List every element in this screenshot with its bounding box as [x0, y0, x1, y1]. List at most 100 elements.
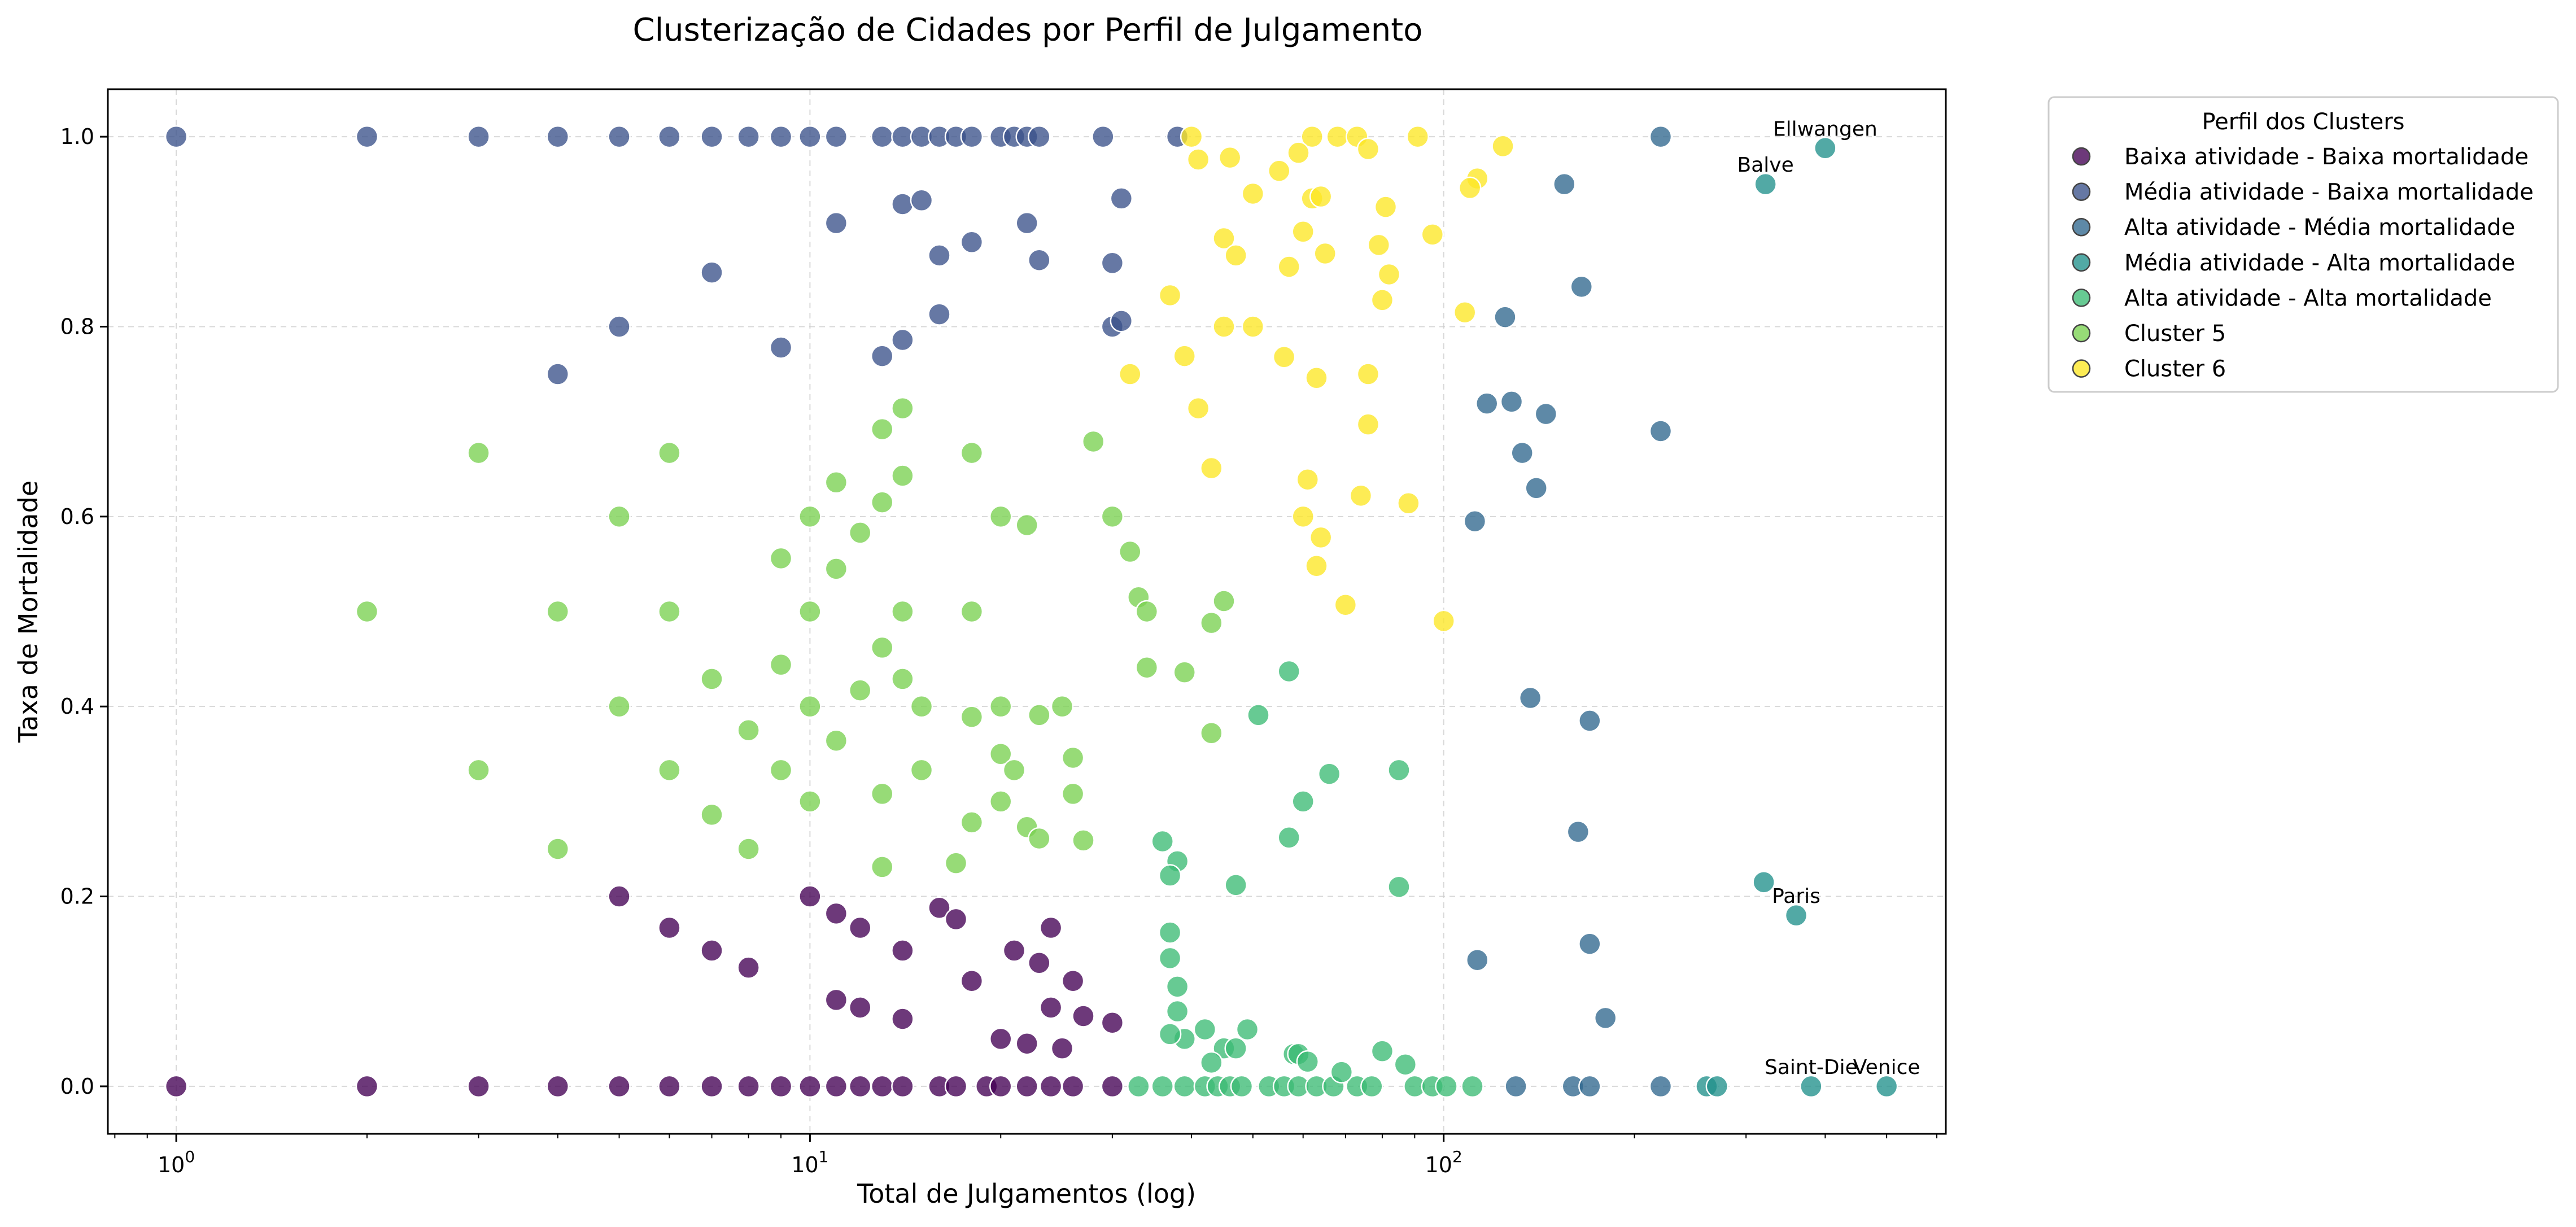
legend-entry: Cluster 5 — [2124, 321, 2226, 347]
scatter-point — [1566, 820, 1590, 844]
annotation-label: Balve — [1737, 154, 1794, 177]
scatter-point — [849, 521, 872, 544]
scatter-point — [1649, 1075, 1673, 1098]
legend-marker — [2072, 324, 2091, 343]
scatter-point — [1268, 159, 1291, 182]
legend-marker — [2072, 217, 2091, 237]
scatter-point — [1101, 251, 1124, 275]
scatter-point — [1277, 826, 1300, 849]
scatter-point — [1784, 903, 1808, 927]
scatter-point — [1002, 758, 1026, 782]
scatter-point — [546, 125, 570, 149]
scatter-point — [871, 855, 894, 879]
scatter-point — [1186, 396, 1210, 420]
scatter-point — [1296, 1050, 1320, 1073]
scatter-point — [798, 885, 822, 908]
scatter-point — [871, 491, 894, 514]
scatter-point — [1461, 1075, 1484, 1098]
scatter-point — [1432, 609, 1455, 633]
scatter-point — [1101, 1011, 1124, 1034]
scatter-point — [1212, 315, 1235, 338]
scatter-point — [1241, 315, 1265, 338]
scatter-point — [1435, 1075, 1458, 1098]
scatter-point — [1212, 226, 1235, 250]
scatter-point — [737, 125, 760, 149]
scatter-point — [1394, 1053, 1417, 1076]
scatter-point — [1814, 137, 1837, 160]
scatter-point — [989, 505, 1012, 529]
scatter-point — [798, 600, 822, 623]
scatter-point — [891, 667, 914, 691]
scatter-point — [1377, 263, 1401, 286]
scatter-point — [1360, 1075, 1383, 1098]
scatter-point — [960, 125, 984, 149]
scatter-point — [960, 230, 984, 254]
scatter-point — [1061, 782, 1085, 806]
scatter-point — [1110, 187, 1133, 210]
scatter-point — [1186, 148, 1210, 171]
scatter-point — [355, 600, 379, 623]
scatter-point — [1119, 363, 1142, 386]
scatter-point — [1158, 921, 1182, 944]
scatter-point — [1200, 456, 1223, 480]
scatter-point — [891, 328, 914, 352]
scatter-point — [944, 907, 968, 931]
scatter-point — [1387, 875, 1411, 898]
scatter-point — [824, 211, 848, 235]
scatter-point — [989, 743, 1012, 766]
x-tick-label: 102 — [1425, 1147, 1462, 1177]
scatter-point — [849, 679, 872, 702]
scatter-point — [1158, 283, 1182, 307]
scatter-point — [355, 125, 379, 149]
scatter-point — [871, 125, 894, 149]
scatter-point — [910, 758, 933, 782]
scatter-point — [546, 1075, 570, 1098]
scatter-point — [1224, 244, 1247, 267]
y-tick-label: 0.8 — [60, 314, 94, 339]
x-tick-base: 10 — [1425, 1152, 1452, 1177]
scatter-point — [1305, 554, 1328, 578]
scatter-point — [910, 189, 933, 212]
scatter-point — [871, 782, 894, 806]
scatter-point — [1291, 220, 1315, 243]
scatter-point — [960, 705, 984, 728]
scatter-point — [1119, 540, 1142, 564]
scatter-point — [700, 803, 723, 827]
legend-entry: Baixa atividade - Baixa mortalidade — [2124, 144, 2529, 170]
scatter-point — [798, 125, 822, 149]
scatter-point — [1200, 1051, 1223, 1075]
scatter-point — [700, 667, 723, 691]
annotation-label: Venice — [1853, 1056, 1920, 1079]
scatter-point — [1151, 829, 1174, 853]
scatter-point — [1387, 758, 1411, 782]
scatter-point — [1061, 969, 1085, 993]
scatter-point — [1309, 185, 1333, 208]
scatter-point — [1356, 137, 1380, 161]
scatter-point — [1165, 999, 1189, 1023]
scatter-point — [910, 695, 933, 718]
scatter-point — [824, 557, 848, 580]
scatter-point — [1570, 275, 1593, 299]
scatter-point — [1800, 1075, 1823, 1098]
scatter-point — [944, 852, 968, 875]
scatter-point — [1578, 932, 1601, 955]
scatter-point — [546, 363, 570, 386]
y-axis-label: Taxa de Mortalidade — [13, 481, 43, 743]
scatter-point — [1475, 392, 1499, 415]
scatter-point — [467, 441, 490, 465]
legend-entry: Média atividade - Alta mortalidade — [2124, 250, 2515, 276]
scatter-point — [871, 344, 894, 368]
scatter-point — [1101, 1075, 1124, 1098]
x-tick-label: 100 — [158, 1147, 195, 1177]
scatter-point — [1300, 125, 1324, 149]
scatter-point — [798, 505, 822, 529]
y-tick-label: 0.2 — [60, 884, 94, 909]
scatter-point — [1500, 390, 1523, 413]
scatter-point — [1200, 611, 1223, 635]
scatter-point — [546, 837, 570, 861]
scatter-point — [891, 396, 914, 420]
scatter-point — [1421, 223, 1444, 246]
scatter-point — [1356, 363, 1380, 386]
x-tick-base: 10 — [791, 1152, 818, 1177]
scatter-point — [658, 1075, 681, 1098]
